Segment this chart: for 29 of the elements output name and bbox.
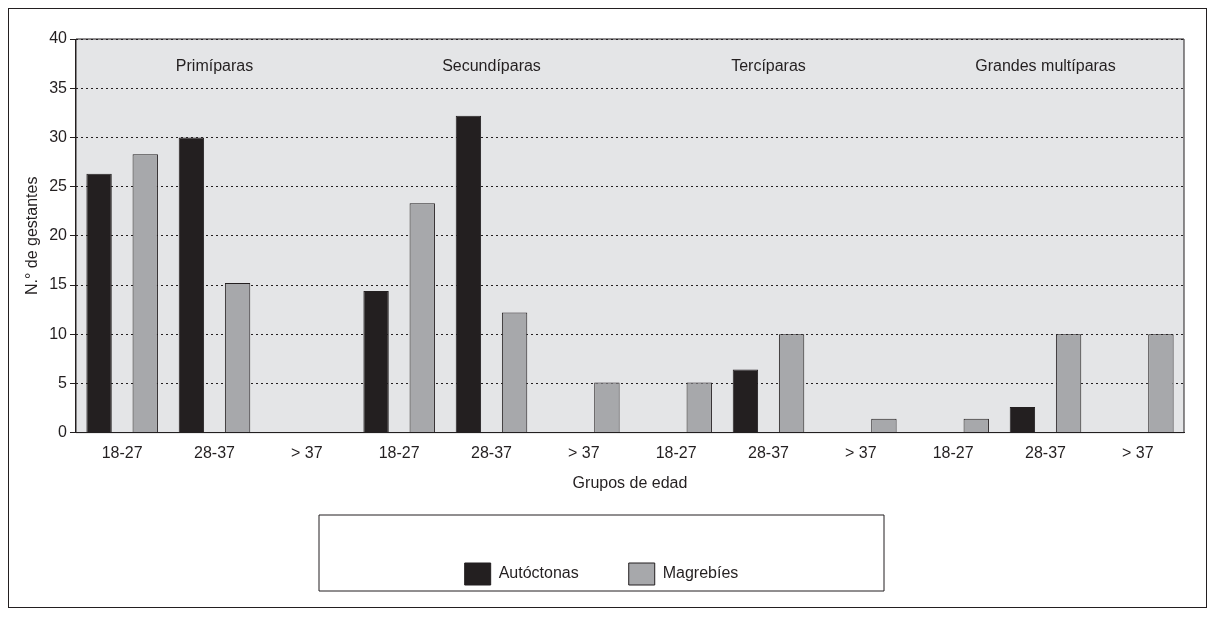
x-tick-label: 28-37: [748, 443, 790, 461]
y-tick-label: 5: [58, 373, 68, 391]
x-tick-label: 28-37: [194, 443, 236, 461]
y-tick-label: 20: [49, 226, 68, 244]
x-tick-label: 18-27: [655, 443, 697, 461]
x-tick-label: 28-37: [471, 443, 513, 461]
y-tick-label: 25: [49, 177, 68, 195]
y-tick-label: 15: [49, 275, 68, 293]
x-tick-label: 18-27: [932, 443, 974, 461]
x-tick-label: > 37: [1122, 443, 1154, 461]
y-tick-label: 10: [49, 324, 68, 342]
annotation: Tercíparas: [731, 57, 806, 75]
annotation: Secundíparas: [442, 57, 541, 75]
legend-label: Magrebíes: [662, 564, 739, 582]
legend-label: Autóctonas: [498, 564, 579, 582]
x-tick-label: > 37: [568, 443, 600, 461]
x-tick-label: 28-37: [1025, 443, 1067, 461]
y-tick-label: 35: [49, 78, 68, 96]
x-axis-title: Grupos de edad: [572, 473, 688, 491]
y-tick-label: 40: [49, 29, 68, 47]
x-tick-label: > 37: [291, 443, 323, 461]
x-tick-label: > 37: [845, 443, 877, 461]
annotation: Grandes multíparas: [975, 57, 1116, 75]
x-tick-label: 18-27: [101, 443, 143, 461]
y-tick-label: 30: [49, 127, 68, 145]
annotation: Primíparas: [175, 57, 254, 75]
x-tick-label: 18-27: [378, 443, 420, 461]
y-tick-label: 0: [58, 423, 68, 441]
y-axis-title: N.° de gestantes: [23, 176, 41, 296]
